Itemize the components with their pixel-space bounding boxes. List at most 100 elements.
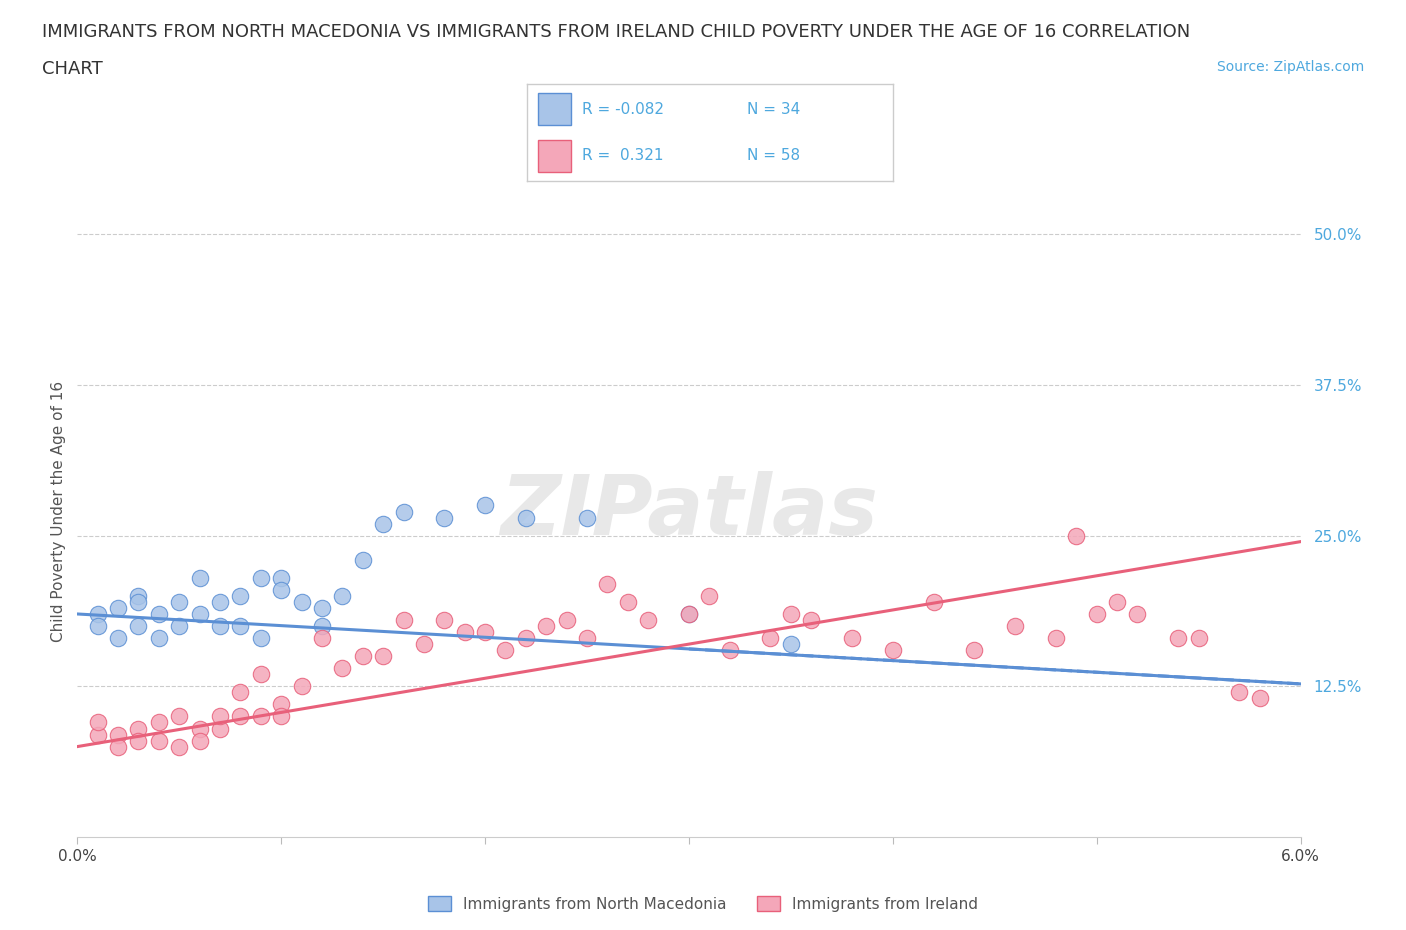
Point <box>1188 631 1211 645</box>
Point <box>148 631 170 645</box>
Text: N = 34: N = 34 <box>747 101 800 116</box>
Point <box>515 510 537 525</box>
Point <box>1126 606 1149 621</box>
Point <box>332 589 354 604</box>
Text: IMMIGRANTS FROM NORTH MACEDONIA VS IMMIGRANTS FROM IRELAND CHILD POVERTY UNDER T: IMMIGRANTS FROM NORTH MACEDONIA VS IMMIG… <box>42 23 1191 41</box>
Point <box>454 625 477 640</box>
Point <box>1107 594 1129 609</box>
Point <box>678 606 700 621</box>
Point <box>617 594 640 609</box>
Point <box>188 570 211 585</box>
Point <box>148 606 170 621</box>
Point <box>332 661 354 676</box>
Point <box>495 643 517 658</box>
Point <box>87 618 110 633</box>
Point <box>1004 618 1026 633</box>
Point <box>107 601 129 616</box>
Point <box>1167 631 1189 645</box>
FancyBboxPatch shape <box>538 93 571 125</box>
Point <box>250 667 273 682</box>
Point <box>882 643 904 658</box>
Point <box>188 721 211 736</box>
FancyBboxPatch shape <box>538 140 571 172</box>
Point <box>229 684 252 699</box>
Point <box>209 594 232 609</box>
Point <box>718 643 741 658</box>
Point <box>352 552 374 567</box>
Point <box>270 582 292 597</box>
Point <box>433 613 456 628</box>
Text: R = -0.082: R = -0.082 <box>582 101 664 116</box>
Point <box>148 733 170 748</box>
Point <box>1249 691 1271 706</box>
Point <box>536 618 558 633</box>
Point <box>169 618 191 633</box>
Text: R =  0.321: R = 0.321 <box>582 149 664 164</box>
Point <box>413 637 436 652</box>
Point <box>678 606 700 621</box>
Point <box>699 589 721 604</box>
Point <box>128 721 150 736</box>
Point <box>392 613 415 628</box>
Point <box>800 613 823 628</box>
Point <box>209 618 232 633</box>
Point <box>128 618 150 633</box>
Text: ZIPatlas: ZIPatlas <box>501 471 877 552</box>
Point <box>841 631 863 645</box>
Point <box>515 631 537 645</box>
Point <box>229 709 252 724</box>
Point <box>780 637 803 652</box>
Text: Source: ZipAtlas.com: Source: ZipAtlas.com <box>1216 60 1364 74</box>
Point <box>291 594 314 609</box>
Point <box>188 606 211 621</box>
Point <box>371 516 394 531</box>
Point <box>596 577 619 591</box>
Point <box>555 613 578 628</box>
Y-axis label: Child Poverty Under the Age of 16: Child Poverty Under the Age of 16 <box>51 381 66 642</box>
Point <box>148 715 170 730</box>
Point <box>169 739 191 754</box>
Point <box>433 510 456 525</box>
Point <box>759 631 782 645</box>
Point <box>107 739 129 754</box>
Point <box>270 570 292 585</box>
Point <box>1045 631 1067 645</box>
Point <box>128 594 150 609</box>
Point <box>87 727 110 742</box>
Point <box>637 613 659 628</box>
Point <box>229 618 252 633</box>
Point <box>107 727 129 742</box>
Point <box>392 504 415 519</box>
Point <box>169 709 191 724</box>
Point <box>169 594 191 609</box>
Point <box>128 589 150 604</box>
Point <box>270 709 292 724</box>
Legend: Immigrants from North Macedonia, Immigrants from Ireland: Immigrants from North Macedonia, Immigra… <box>422 889 984 918</box>
Point <box>87 606 110 621</box>
Point <box>311 631 333 645</box>
Point <box>229 589 252 604</box>
Point <box>576 631 599 645</box>
Point <box>780 606 803 621</box>
Text: N = 58: N = 58 <box>747 149 800 164</box>
Point <box>311 618 333 633</box>
Point <box>128 733 150 748</box>
Point <box>1085 606 1108 621</box>
Point <box>474 498 496 513</box>
Point <box>250 709 273 724</box>
Point <box>209 709 232 724</box>
Point <box>1229 684 1251 699</box>
Point <box>371 649 394 664</box>
Point <box>352 649 374 664</box>
Point <box>270 697 292 711</box>
Point <box>922 594 945 609</box>
Point <box>250 631 273 645</box>
Point <box>87 715 110 730</box>
Point <box>250 570 273 585</box>
Point <box>576 510 599 525</box>
Point <box>291 679 314 694</box>
Point <box>963 643 986 658</box>
Point <box>209 721 232 736</box>
Text: CHART: CHART <box>42 60 103 78</box>
Point <box>107 631 129 645</box>
